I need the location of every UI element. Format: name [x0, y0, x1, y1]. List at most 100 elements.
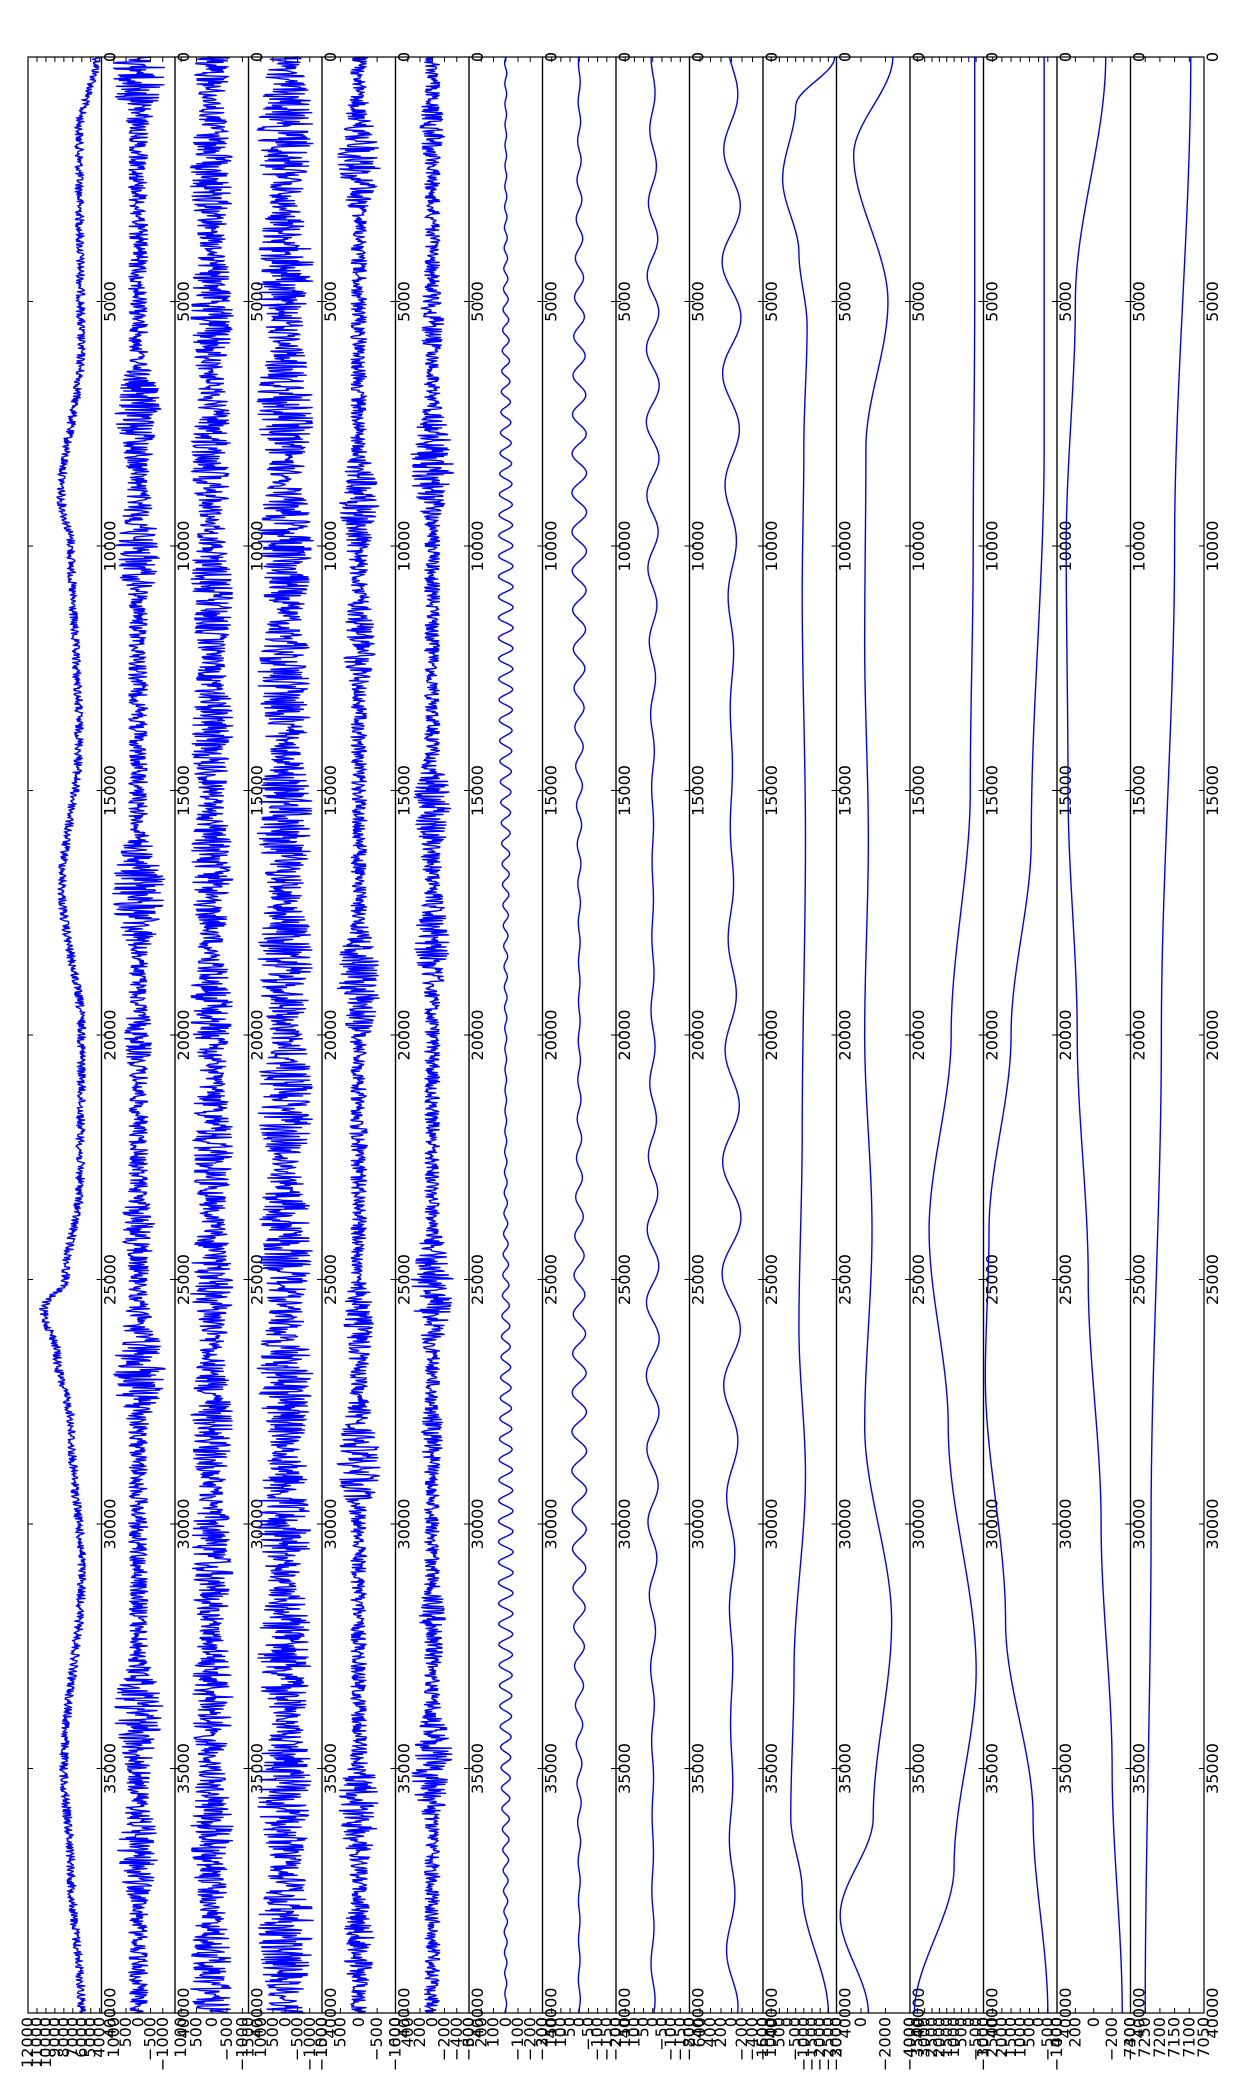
y-tick-label: 0: [778, 2017, 797, 2027]
y-tick-label: 1500: [937, 2017, 956, 2058]
y-tick-label: 400: [701, 2017, 720, 2048]
x-tick-label: 35000: [542, 1743, 561, 1794]
y-tick-label: −3000: [827, 2017, 846, 2071]
y-tick-label: 1000: [944, 2017, 963, 2058]
panel-14: −1000−5000500100015002000250030000500010…: [974, 52, 1076, 2071]
x-tick-label: 15000: [615, 765, 634, 816]
y-tick-label: −200: [732, 2017, 751, 2061]
y-tick-label: −500: [786, 2017, 805, 2061]
y-tick-label: 0: [643, 2017, 662, 2027]
y-tick-label: 7250: [1135, 2017, 1154, 2058]
y-tick-label: 100: [551, 2017, 570, 2048]
series-line-panel-15: [1065, 56, 1123, 2014]
x-tick-label: 5000: [542, 281, 561, 322]
y-tick-label: −400: [1121, 2017, 1140, 2061]
x-tick-label: 25000: [174, 1254, 193, 1305]
x-tick-label: 10000: [1203, 521, 1222, 572]
x-tick-label: 5000: [468, 281, 487, 322]
series-line-panel-7: [497, 56, 514, 2014]
y-tick-label: −1500: [802, 2017, 821, 2071]
x-tick-label: 10000: [321, 521, 340, 572]
y-tick-label: 1000: [312, 2017, 331, 2058]
x-tick-label: 20000: [1056, 1010, 1075, 1061]
y-tick-label: 0: [851, 2017, 870, 2027]
x-tick-label: 30000: [1130, 1499, 1149, 1550]
y-tick-label: −4000: [900, 2017, 919, 2071]
x-tick-label: 20000: [1130, 1010, 1149, 1061]
series-line-panel-9: [645, 56, 660, 2014]
y-tick-label: 50: [560, 2017, 579, 2037]
y-tick-label: 500: [116, 2017, 135, 2048]
x-tick-label: 10000: [542, 521, 561, 572]
panel-9: −200−150−100−500501001502000500010000150…: [606, 52, 708, 2061]
y-tick-label: −100: [508, 2017, 527, 2061]
x-tick-label: 25000: [836, 1254, 855, 1305]
y-tick-label: 7150: [1165, 2017, 1184, 2058]
y-tick-label: 200: [1065, 2017, 1084, 2048]
y-tick-label: 500: [1019, 2017, 1038, 2048]
x-tick-label: 5000: [909, 281, 928, 322]
y-tick-label: −50: [578, 2017, 597, 2051]
y-tick-label: 600: [690, 2017, 709, 2048]
x-tick-label: 30000: [615, 1499, 634, 1550]
y-tick-label: 9000: [45, 2017, 64, 2058]
y-tick-label: 1500: [1001, 2017, 1020, 2058]
y-tick-label: 2000: [992, 2017, 1011, 2058]
y-tick-label: 400: [1047, 2017, 1066, 2048]
x-tick-label: 20000: [615, 1010, 634, 1061]
y-tick-label: −400: [447, 2017, 466, 2061]
x-tick-label: 15000: [762, 765, 781, 816]
x-tick-label: 30000: [101, 1499, 120, 1550]
y-tick-label: 0: [128, 2017, 147, 2027]
x-tick-label: 20000: [909, 1010, 928, 1061]
y-tick-label: 500: [330, 2017, 349, 2048]
series-line-panel-1: [38, 56, 101, 2014]
x-tick-label: 5000: [615, 281, 634, 322]
y-tick-label: 200: [606, 2017, 625, 2048]
y-tick-label: 8000: [54, 2017, 73, 2058]
y-tick-label: 1000: [251, 2017, 270, 2058]
y-tick-label: 4000: [90, 2017, 109, 2058]
x-tick-label: 30000: [909, 1499, 928, 1550]
x-tick-label: 40000: [1203, 1988, 1222, 2039]
x-tick-label: 35000: [836, 1743, 855, 1794]
y-tick-label: −2000: [876, 2017, 895, 2071]
y-tick-label: −1000: [386, 2017, 405, 2071]
x-tick-label: 5000: [1130, 281, 1149, 322]
x-tick-label: 25000: [762, 1254, 781, 1305]
x-tick-label: 10000: [395, 521, 414, 572]
y-tick-label: 600: [386, 2017, 405, 2048]
y-tick-label: 0: [1029, 2017, 1048, 2027]
x-tick-label: 25000: [321, 1254, 340, 1305]
x-tick-label: 15000: [983, 765, 1002, 816]
y-tick-label: 0: [722, 2017, 741, 2027]
y-tick-label: 0: [202, 2017, 221, 2027]
x-tick-label: 35000: [395, 1743, 414, 1794]
y-tick-label: 6000: [72, 2017, 91, 2058]
x-tick-label: 15000: [909, 765, 928, 816]
y-tick-label: 400: [398, 2017, 417, 2048]
x-tick-label: 25000: [689, 1254, 708, 1305]
x-tick-label: 20000: [1203, 1010, 1222, 1061]
x-tick-label: 30000: [174, 1499, 193, 1550]
x-tick-label: 10000: [762, 521, 781, 572]
x-tick-label: 15000: [248, 765, 267, 816]
y-tick-label: −1000: [974, 2017, 993, 2071]
y-tick-label: −100: [588, 2017, 607, 2061]
x-tick-label: 10000: [983, 521, 1002, 572]
y-tick-label: 2000: [827, 2017, 846, 2058]
y-tick-label: 1000: [104, 2017, 123, 2058]
x-tick-label: 5000: [321, 281, 340, 322]
y-tick-label: −200: [680, 2017, 699, 2061]
y-tick-label: −500: [1038, 2017, 1057, 2061]
y-tick-label: 7100: [1179, 2017, 1198, 2058]
y-tick-label: 1000: [761, 2017, 780, 2058]
panel-11: −3000−2500−2000−1500−1000−50005001000150…: [753, 52, 855, 2071]
y-tick-label: −500: [288, 2017, 307, 2061]
x-tick-label: 30000: [836, 1499, 855, 1550]
y-tick-label: 2500: [922, 2017, 941, 2058]
x-tick-label: 30000: [395, 1499, 414, 1550]
y-tick-label: 200: [410, 2017, 429, 2048]
